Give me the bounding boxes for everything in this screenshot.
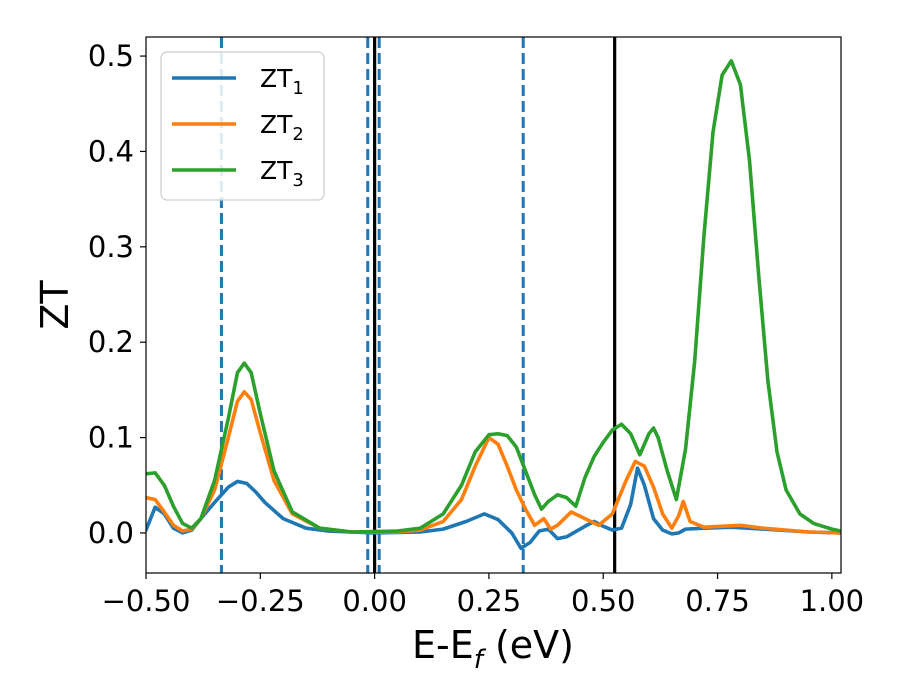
x-tick-label: 0.25 xyxy=(457,584,522,618)
x-axis: −0.50 −0.25 0.00 0.25 0.50 0.75 1.00 xyxy=(102,573,865,618)
x-tick-label: 0.75 xyxy=(685,584,750,618)
x-tick-label: 0.50 xyxy=(571,584,636,618)
legend: ZT1 ZT2 ZT3 xyxy=(160,51,325,201)
series-line-zt3 xyxy=(146,59,841,534)
x-tick-label: −0.50 xyxy=(102,584,191,618)
y-tick-label: 0.2 xyxy=(88,325,134,359)
y-tick-label: 0.1 xyxy=(88,421,134,455)
x-tick-label: 0.00 xyxy=(342,584,407,618)
legend-label-zt3: ZT3 xyxy=(260,156,304,191)
y-tick-label: 0.3 xyxy=(88,230,134,264)
y-tick-label: 0.5 xyxy=(88,39,134,73)
plot-area xyxy=(146,37,841,573)
y-axis-label: ZT xyxy=(33,280,77,330)
series-line-zt1 xyxy=(146,466,841,550)
y-tick-label: 0.4 xyxy=(88,134,134,168)
y-axis: 0.0 0.1 0.2 0.3 0.4 0.5 xyxy=(88,39,146,550)
x-tick-label: −0.25 xyxy=(216,584,305,618)
legend-label-zt1: ZT1 xyxy=(260,64,304,99)
legend-box xyxy=(160,51,325,201)
x-tick-label: 1.00 xyxy=(800,584,865,618)
legend-label-zt2: ZT2 xyxy=(260,110,304,145)
x-axis-label: E-Ef (eV) xyxy=(412,623,574,675)
plot-frame xyxy=(145,36,842,574)
series-line-zt2 xyxy=(146,389,841,535)
y-tick-label: 0.0 xyxy=(88,516,134,550)
